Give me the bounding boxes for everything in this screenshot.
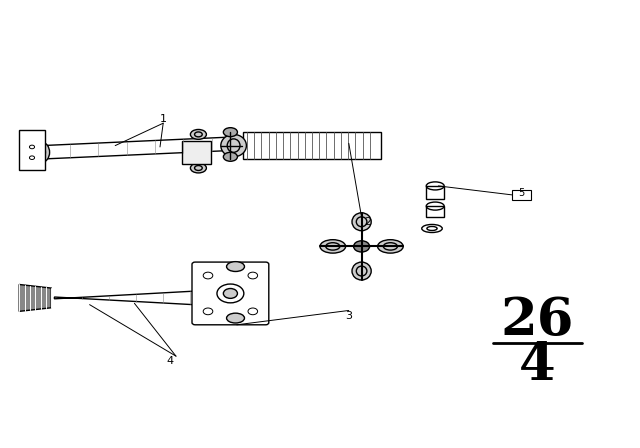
Ellipse shape — [227, 313, 244, 323]
Polygon shape — [182, 141, 211, 164]
Ellipse shape — [38, 147, 45, 158]
Ellipse shape — [227, 262, 244, 271]
Ellipse shape — [352, 262, 371, 280]
Ellipse shape — [320, 240, 346, 253]
Bar — [512, 190, 531, 200]
Ellipse shape — [223, 289, 237, 298]
Ellipse shape — [223, 128, 237, 137]
Text: 2: 2 — [364, 217, 372, 227]
Bar — [426, 186, 444, 199]
Text: 4: 4 — [166, 356, 173, 366]
Text: 3: 3 — [346, 311, 352, 321]
Text: 1: 1 — [160, 114, 166, 124]
Text: 4: 4 — [519, 340, 556, 391]
Bar — [426, 206, 444, 217]
Polygon shape — [19, 284, 51, 311]
Ellipse shape — [426, 202, 444, 210]
FancyBboxPatch shape — [192, 262, 269, 325]
Ellipse shape — [223, 152, 237, 161]
Polygon shape — [42, 137, 240, 159]
Ellipse shape — [352, 213, 371, 231]
Ellipse shape — [378, 240, 403, 253]
Ellipse shape — [426, 182, 444, 190]
Ellipse shape — [191, 129, 206, 139]
Ellipse shape — [353, 241, 370, 252]
Polygon shape — [243, 132, 381, 159]
Polygon shape — [54, 290, 218, 306]
Ellipse shape — [34, 142, 50, 162]
Bar — [19, 130, 45, 170]
Text: 26: 26 — [501, 295, 574, 346]
Text: 5: 5 — [518, 188, 525, 198]
Ellipse shape — [221, 134, 246, 157]
Ellipse shape — [191, 163, 206, 173]
